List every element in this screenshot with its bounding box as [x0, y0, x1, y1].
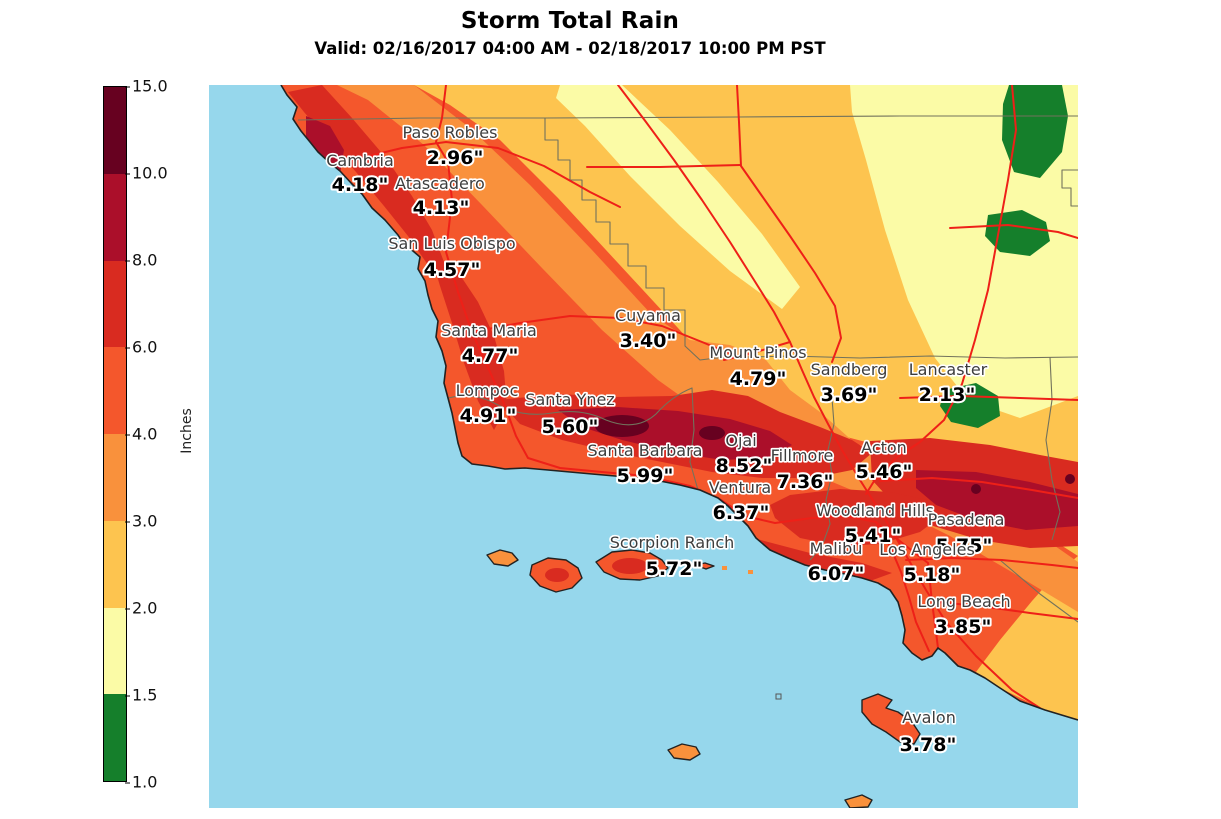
city-value: 4.18" — [332, 174, 389, 196]
city-value: 5.99" — [617, 465, 674, 487]
city-value: 4.57" — [424, 259, 481, 281]
channel-islands — [486, 549, 921, 808]
city-name: Mount Pinos — [709, 343, 806, 362]
city-name: Santa Ynez — [525, 390, 614, 409]
city-value: 3.40" — [620, 330, 677, 352]
city-value: 2.13" — [919, 384, 976, 406]
colorbar-segment-6.0-8.0 — [104, 260, 126, 348]
city-value: 4.91" — [460, 405, 517, 427]
city-name: Pasadena — [928, 510, 1005, 529]
city-name: Fillmore — [771, 446, 834, 465]
city-name: San Luis Obispo — [388, 234, 515, 253]
colorbar-segment-4.0-6.0 — [104, 347, 126, 434]
city-value: 5.41" — [845, 525, 902, 547]
city-name: Cambria — [326, 151, 394, 170]
city-value: 5.60" — [542, 416, 599, 438]
station-labels: Paso Robles 2.96" Cambria 4.18" Atascadero 4.… — [325, 121, 1013, 758]
chart-header: Storm Total Rain Valid: 02/16/2017 04:00… — [0, 8, 1140, 58]
chart-subtitle: Valid: 02/16/2017 04:00 AM - 02/18/2017 … — [314, 39, 826, 58]
colorbar-tick: 8.0 — [124, 250, 158, 270]
city-value: 5.72" — [646, 558, 703, 580]
colorbar-tick: 4.0 — [124, 424, 158, 444]
city-value: 2.96" — [427, 147, 484, 169]
colorbar-segment-8.0-10.0 — [104, 173, 126, 261]
city-name: Atascadero — [395, 174, 485, 193]
city-value: 3.85" — [935, 616, 992, 638]
colorbar-tick: 2.0 — [124, 598, 158, 618]
colorbar-segment-10.0-15.0 — [104, 87, 126, 174]
city-value: 5.18" — [904, 564, 961, 586]
colorbar-segment-1.5-2.0 — [104, 607, 126, 695]
city-name: Ventura — [709, 478, 771, 497]
colorbar-tick: 10.0 — [125, 163, 168, 183]
city-name: Lompoc — [456, 381, 519, 400]
city-value: 4.77" — [462, 345, 519, 367]
city-value: 3.78" — [900, 734, 957, 756]
colorbar-tick: 1.0 — [124, 772, 158, 792]
city-name: Long Beach — [917, 592, 1010, 611]
city-name: Ojai — [725, 431, 756, 450]
colorbar-tick: 3.0 — [124, 511, 158, 531]
city-value: 8.52" — [716, 455, 773, 477]
city-name: Paso Robles — [403, 123, 498, 142]
colorbar-segment-2.0-3.0 — [104, 520, 126, 608]
colorbar-legend — [103, 86, 127, 782]
city-name: Acton — [861, 438, 907, 457]
city-name: Avalon — [902, 708, 956, 727]
city-name: Los Angeles — [879, 540, 975, 559]
county-boundaries — [297, 115, 1078, 623]
colorbar-tick: 1.5 — [124, 685, 158, 705]
city-name: Cuyama — [615, 306, 681, 325]
colorbar-segment-1.0-1.5 — [104, 694, 126, 781]
city-value: 4.79" — [730, 368, 787, 390]
city-name: Santa Barbara — [588, 441, 703, 460]
colorbar-tick: 15.0 — [125, 76, 168, 96]
colorbar-tick: 6.0 — [124, 337, 158, 357]
chart-title: Storm Total Rain — [460, 8, 680, 34]
highways — [299, 85, 1078, 713]
city-name: Scorpion Ranch — [610, 533, 735, 552]
city-name: Lancaster — [909, 360, 988, 379]
city-value: 6.07" — [808, 563, 865, 585]
city-name: Woodland Hills — [816, 501, 934, 520]
colorbar-segment-3.0-4.0 — [104, 434, 126, 521]
city-value: 6.37" — [713, 502, 770, 524]
city-name: Santa Maria — [441, 321, 537, 340]
rainfall-contours — [288, 85, 1078, 720]
coastline — [280, 85, 1078, 721]
city-value: 5.75" — [936, 535, 993, 557]
colorbar-axis-label: Inches — [179, 408, 195, 454]
city-value: 7.36" — [777, 471, 834, 493]
city-value: 3.69" — [821, 384, 878, 406]
rainfall-map: Paso Robles 2.96" Cambria 4.18" Atascadero 4.… — [209, 85, 1078, 808]
city-value: 4.13" — [413, 197, 470, 219]
city-name: Malibu — [810, 539, 863, 558]
city-name: Sandberg — [811, 360, 888, 379]
city-value: 5.46" — [856, 461, 913, 483]
